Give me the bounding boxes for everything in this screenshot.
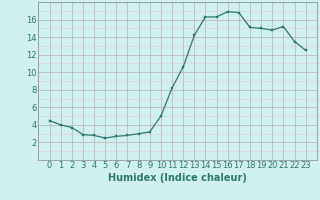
X-axis label: Humidex (Indice chaleur): Humidex (Indice chaleur) [108, 173, 247, 183]
